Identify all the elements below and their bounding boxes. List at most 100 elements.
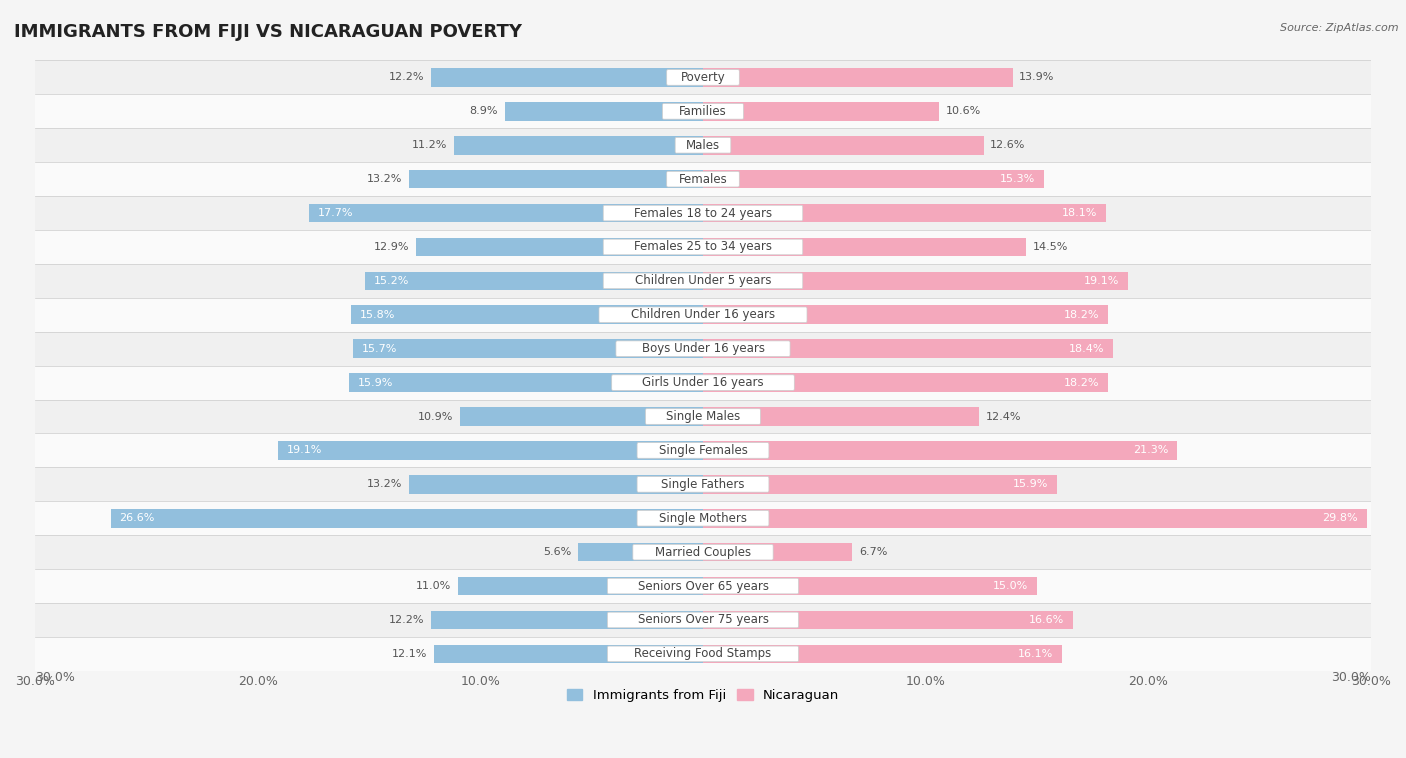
FancyBboxPatch shape: [637, 477, 769, 492]
Text: 18.1%: 18.1%: [1062, 208, 1097, 218]
Bar: [703, 509, 1367, 528]
Text: Single Males: Single Males: [666, 410, 740, 423]
Bar: [703, 238, 1026, 256]
Bar: [35, 501, 1371, 535]
FancyBboxPatch shape: [603, 240, 803, 255]
Bar: [35, 230, 1371, 264]
Text: 16.6%: 16.6%: [1029, 615, 1064, 625]
Bar: [35, 196, 1371, 230]
Text: 30.0%: 30.0%: [1331, 671, 1371, 684]
Text: 8.9%: 8.9%: [470, 106, 498, 116]
Text: IMMIGRANTS FROM FIJI VS NICARAGUAN POVERTY: IMMIGRANTS FROM FIJI VS NICARAGUAN POVER…: [14, 23, 522, 41]
FancyBboxPatch shape: [607, 646, 799, 662]
Text: 13.9%: 13.9%: [1019, 73, 1054, 83]
Text: 12.4%: 12.4%: [986, 412, 1021, 421]
Text: 19.1%: 19.1%: [287, 446, 322, 456]
Text: Boys Under 16 years: Boys Under 16 years: [641, 342, 765, 356]
Bar: [409, 170, 703, 189]
FancyBboxPatch shape: [666, 171, 740, 187]
Text: 5.6%: 5.6%: [543, 547, 572, 557]
Bar: [703, 68, 1012, 86]
FancyBboxPatch shape: [599, 307, 807, 323]
Legend: Immigrants from Fiji, Nicaraguan: Immigrants from Fiji, Nicaraguan: [561, 684, 845, 707]
Bar: [454, 136, 703, 155]
Text: 26.6%: 26.6%: [120, 513, 155, 523]
FancyBboxPatch shape: [637, 510, 769, 526]
FancyBboxPatch shape: [607, 612, 799, 628]
Bar: [35, 264, 1371, 298]
Bar: [703, 170, 1043, 189]
FancyBboxPatch shape: [616, 341, 790, 356]
FancyBboxPatch shape: [603, 273, 803, 289]
Text: Single Females: Single Females: [658, 444, 748, 457]
Bar: [703, 102, 939, 121]
Bar: [703, 475, 1057, 493]
Bar: [505, 102, 703, 121]
Text: 10.6%: 10.6%: [946, 106, 981, 116]
Text: 10.9%: 10.9%: [418, 412, 454, 421]
Text: 13.2%: 13.2%: [367, 479, 402, 490]
Bar: [364, 271, 703, 290]
Bar: [35, 468, 1371, 501]
Text: Seniors Over 65 years: Seniors Over 65 years: [637, 580, 769, 593]
Bar: [433, 644, 703, 663]
Bar: [35, 603, 1371, 637]
Bar: [35, 399, 1371, 434]
Text: 18.2%: 18.2%: [1064, 310, 1099, 320]
Bar: [349, 373, 703, 392]
Text: 15.7%: 15.7%: [363, 343, 398, 354]
Bar: [703, 644, 1062, 663]
FancyBboxPatch shape: [675, 137, 731, 153]
Text: 12.2%: 12.2%: [389, 615, 425, 625]
Text: 13.2%: 13.2%: [367, 174, 402, 184]
Bar: [703, 611, 1073, 629]
Text: Children Under 5 years: Children Under 5 years: [634, 274, 772, 287]
Bar: [353, 340, 703, 358]
Text: Poverty: Poverty: [681, 71, 725, 84]
Bar: [578, 543, 703, 562]
Text: 11.2%: 11.2%: [412, 140, 447, 150]
Text: Girls Under 16 years: Girls Under 16 years: [643, 376, 763, 389]
Text: 15.2%: 15.2%: [374, 276, 409, 286]
Text: 14.5%: 14.5%: [1032, 242, 1069, 252]
FancyBboxPatch shape: [662, 104, 744, 119]
Text: 29.8%: 29.8%: [1322, 513, 1358, 523]
Text: Married Couples: Married Couples: [655, 546, 751, 559]
Bar: [703, 373, 1108, 392]
FancyBboxPatch shape: [637, 443, 769, 459]
Bar: [703, 204, 1107, 222]
Bar: [460, 407, 703, 426]
Bar: [35, 298, 1371, 332]
Text: 15.8%: 15.8%: [360, 310, 395, 320]
Text: Single Mothers: Single Mothers: [659, 512, 747, 525]
Text: 19.1%: 19.1%: [1084, 276, 1119, 286]
Bar: [35, 61, 1371, 95]
Text: 17.7%: 17.7%: [318, 208, 353, 218]
Text: 15.9%: 15.9%: [1012, 479, 1047, 490]
Text: 16.1%: 16.1%: [1018, 649, 1053, 659]
Bar: [277, 441, 703, 460]
Text: Females: Females: [679, 173, 727, 186]
FancyBboxPatch shape: [603, 205, 803, 221]
Text: 18.4%: 18.4%: [1069, 343, 1104, 354]
Text: 11.0%: 11.0%: [416, 581, 451, 591]
Text: 6.7%: 6.7%: [859, 547, 887, 557]
Bar: [416, 238, 703, 256]
Text: Females 25 to 34 years: Females 25 to 34 years: [634, 240, 772, 253]
Text: 15.0%: 15.0%: [993, 581, 1028, 591]
Bar: [432, 68, 703, 86]
Bar: [111, 509, 703, 528]
Bar: [703, 441, 1177, 460]
Bar: [703, 271, 1129, 290]
Bar: [458, 577, 703, 595]
Text: 12.2%: 12.2%: [389, 73, 425, 83]
Bar: [703, 577, 1038, 595]
Bar: [35, 365, 1371, 399]
Bar: [35, 434, 1371, 468]
FancyBboxPatch shape: [612, 374, 794, 390]
Text: 18.2%: 18.2%: [1064, 377, 1099, 387]
Bar: [35, 95, 1371, 128]
Text: 15.3%: 15.3%: [1000, 174, 1035, 184]
Bar: [703, 340, 1112, 358]
Text: 30.0%: 30.0%: [35, 671, 75, 684]
